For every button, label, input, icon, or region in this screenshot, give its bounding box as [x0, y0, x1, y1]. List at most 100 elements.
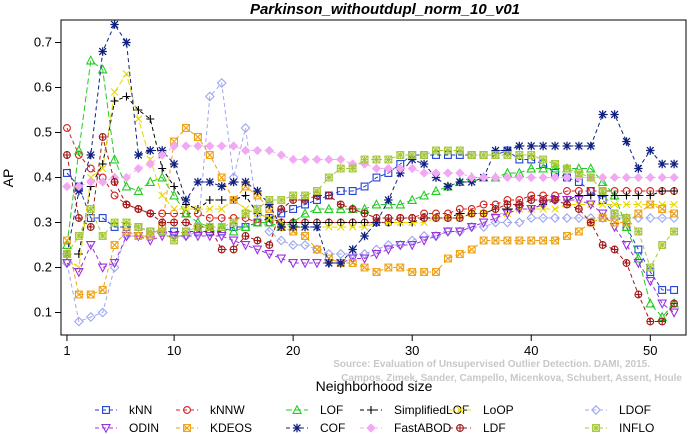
data-point: [73, 268, 84, 278]
data-point: [336, 200, 345, 209]
data-point: [75, 263, 83, 272]
legend-item-simplifiedlof: SimplifiedLOF: [360, 403, 469, 417]
legend-marker: [591, 405, 601, 415]
data-point: [467, 209, 476, 218]
data-point: [634, 209, 643, 218]
data-point: [228, 236, 239, 246]
data-point: [455, 214, 464, 222]
data-point: [265, 214, 274, 222]
series-line: [66, 23, 675, 264]
data-point: [288, 259, 299, 269]
data-point: [562, 196, 572, 206]
data-point: [384, 214, 393, 222]
legend-label: KDEOS: [210, 421, 252, 434]
data-point: [241, 232, 250, 240]
data-point: [276, 150, 286, 160]
data-point: [467, 151, 476, 159]
axes: 1 10 20 30 40 50 0.1 0.2 0.3 0.4 0.5 0.6 0.7: [34, 19, 687, 358]
data-point: [408, 268, 417, 276]
data-point: [63, 250, 71, 258]
data-point: [193, 223, 202, 231]
data-point: [241, 177, 250, 187]
data-point: [455, 250, 464, 258]
data-point: [431, 232, 441, 242]
data-point: [348, 223, 357, 231]
data-point: [145, 159, 155, 169]
data-point: [372, 173, 381, 182]
data-point: [467, 245, 476, 254]
data-point: [550, 163, 560, 173]
data-point: [240, 221, 251, 231]
data-point: [121, 172, 132, 183]
data-point: [74, 181, 84, 192]
data-point: [551, 160, 559, 168]
data-point: [264, 145, 274, 156]
data-point: [515, 200, 524, 209]
legend-item-ldf: LDF: [449, 421, 506, 434]
data-point: [348, 259, 357, 267]
data-point: [526, 205, 537, 215]
data-point: [419, 159, 429, 169]
data-point: [73, 316, 84, 327]
legend-label: kNNW: [210, 403, 245, 417]
data-point: [277, 222, 286, 232]
data-point: [443, 146, 452, 155]
series-line: [66, 127, 675, 295]
data-point: [634, 164, 643, 173]
y-tick-label: 0.2: [34, 260, 52, 275]
data-point: [98, 232, 107, 240]
data-point: [586, 173, 595, 182]
data-point: [265, 241, 274, 249]
data-point: [110, 88, 119, 96]
data-point: [313, 187, 321, 195]
data-point: [574, 169, 583, 177]
data-point: [253, 236, 262, 245]
data-point: [491, 146, 500, 155]
data-point: [539, 155, 548, 164]
data-point: [288, 240, 299, 250]
data-point: [122, 200, 131, 209]
data-point: [408, 214, 417, 222]
data-point: [335, 249, 346, 259]
data-point: [420, 151, 429, 159]
data-point: [490, 214, 501, 224]
data-point: [289, 191, 298, 200]
data-point: [538, 172, 548, 183]
data-point: [574, 141, 584, 151]
data-point: [122, 218, 131, 227]
data-point: [170, 205, 178, 213]
data-point: [311, 244, 322, 255]
data-point: [669, 308, 680, 318]
legend-item-inflo: INFLO: [585, 421, 654, 434]
data-point: [479, 209, 488, 218]
data-point: [229, 218, 238, 227]
legend-item-cof: COF: [286, 421, 345, 434]
data-point: [634, 290, 643, 299]
legend-item-knn: kNN: [95, 403, 152, 417]
data-point: [384, 155, 393, 164]
data-point: [621, 172, 632, 183]
data-point: [217, 182, 226, 191]
data-point: [205, 223, 214, 231]
legend-label: ODIN: [129, 421, 159, 434]
data-point: [217, 245, 226, 254]
data-point: [300, 259, 310, 269]
data-point: [97, 263, 108, 273]
data-point: [646, 146, 655, 155]
data-point: [109, 154, 120, 164]
data-point: [622, 200, 631, 209]
data-point: [217, 223, 226, 231]
data-point: [121, 181, 132, 191]
data-point: [670, 209, 679, 218]
data-point: [574, 227, 583, 236]
data-point: [182, 205, 190, 213]
data-point: [658, 241, 667, 249]
data-point: [610, 200, 619, 209]
data-point: [169, 141, 179, 151]
legend-marker: [183, 406, 191, 414]
data-point: [490, 172, 501, 183]
data-point: [133, 163, 144, 174]
data-point: [110, 218, 119, 227]
data-point: [395, 199, 406, 209]
data-point: [360, 209, 369, 218]
